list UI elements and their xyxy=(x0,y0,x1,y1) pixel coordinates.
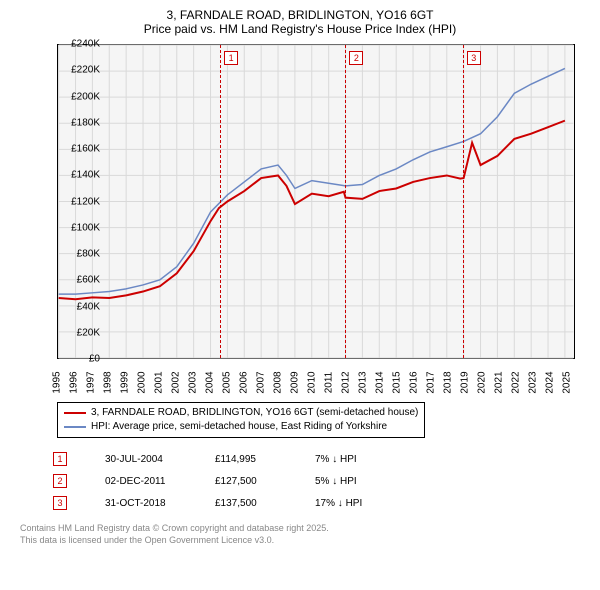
marker-box: 2 xyxy=(349,51,363,65)
chart-container: 3, FARNDALE ROAD, BRIDLINGTON, YO16 6GT … xyxy=(0,0,600,590)
marker-vline xyxy=(463,45,464,358)
x-tick-label: 2020 xyxy=(476,371,487,393)
x-tick-label: 2008 xyxy=(272,371,283,393)
marker-vline xyxy=(345,45,346,358)
plot-wrapper: 1 2 3 £0 £20K £40K £60K £80K £100K £120K £140K £16… xyxy=(15,38,580,398)
marker-box: 3 xyxy=(467,51,481,65)
plot-area: 1 2 3 xyxy=(57,44,575,359)
x-tick-label: 2007 xyxy=(255,371,266,393)
footer-line2: This data is licensed under the Open Gov… xyxy=(20,534,590,546)
sale-price: £127,500 xyxy=(215,476,315,487)
x-tick-label: 1999 xyxy=(119,371,130,393)
x-tick-label: 2018 xyxy=(442,371,453,393)
x-tick-label: 1995 xyxy=(52,371,63,393)
x-tick-label: 2015 xyxy=(391,371,402,393)
y-tick-label: £220K xyxy=(58,65,100,76)
legend-label: HPI: Average price, semi-detached house,… xyxy=(91,420,387,434)
sale-diff: 7% ↓ HPI xyxy=(315,454,415,465)
y-tick-label: £200K xyxy=(58,91,100,102)
marker-vline xyxy=(220,45,221,358)
y-tick-label: £0 xyxy=(58,354,100,365)
x-tick-label: 2000 xyxy=(136,371,147,393)
x-tick-label: 2006 xyxy=(238,371,249,393)
series-layer xyxy=(58,45,574,358)
sale-date: 31-OCT-2018 xyxy=(105,498,215,509)
legend-swatch xyxy=(64,412,86,415)
sale-row: 2 02-DEC-2011£127,5005% ↓ HPI xyxy=(53,470,590,492)
footer-line1: Contains HM Land Registry data © Crown c… xyxy=(20,522,590,534)
sales-table: 1 30-JUL-2004£114,9957% ↓ HPI 2 02-DEC-2011… xyxy=(53,448,590,514)
x-tick-label: 2019 xyxy=(459,371,470,393)
legend-item: 3, FARNDALE ROAD, BRIDLINGTON, YO16 6GT … xyxy=(64,406,418,420)
y-tick-label: £40K xyxy=(58,301,100,312)
x-tick-label: 2016 xyxy=(408,371,419,393)
x-tick-label: 2009 xyxy=(289,371,300,393)
sale-marker: 1 xyxy=(53,452,67,466)
x-tick-label: 1998 xyxy=(102,371,113,393)
sale-marker: 2 xyxy=(53,474,67,488)
x-tick-label: 2013 xyxy=(357,371,368,393)
y-tick-label: £100K xyxy=(58,222,100,233)
y-tick-label: £120K xyxy=(58,196,100,207)
y-tick-label: £180K xyxy=(58,117,100,128)
x-tick-label: 2022 xyxy=(510,371,521,393)
series-hpi xyxy=(59,68,565,294)
x-tick-label: 2005 xyxy=(221,371,232,393)
y-tick-label: £80K xyxy=(58,249,100,260)
marker-box: 1 xyxy=(224,51,238,65)
sale-diff: 5% ↓ HPI xyxy=(315,476,415,487)
x-tick-label: 2004 xyxy=(204,371,215,393)
legend: 3, FARNDALE ROAD, BRIDLINGTON, YO16 6GT … xyxy=(57,402,425,438)
x-tick-label: 2012 xyxy=(340,371,351,393)
sale-price: £114,995 xyxy=(215,454,315,465)
x-tick-label: 2010 xyxy=(306,371,317,393)
sale-date: 30-JUL-2004 xyxy=(105,454,215,465)
y-tick-label: £20K xyxy=(58,327,100,338)
y-tick-label: £140K xyxy=(58,170,100,181)
sale-diff: 17% ↓ HPI xyxy=(315,498,415,509)
legend-item: HPI: Average price, semi-detached house,… xyxy=(64,420,418,434)
series-price_paid xyxy=(59,121,565,300)
y-tick-label: £160K xyxy=(58,144,100,155)
y-tick-label: £240K xyxy=(58,39,100,50)
title-address: 3, FARNDALE ROAD, BRIDLINGTON, YO16 6GT xyxy=(10,8,590,22)
x-tick-label: 2021 xyxy=(493,371,504,393)
sale-price: £137,500 xyxy=(215,498,315,509)
x-tick-label: 2017 xyxy=(425,371,436,393)
title-subtitle: Price paid vs. HM Land Registry's House … xyxy=(10,22,590,36)
x-tick-label: 2024 xyxy=(544,371,555,393)
x-tick-label: 1996 xyxy=(68,371,79,393)
sale-date: 02-DEC-2011 xyxy=(105,476,215,487)
x-tick-label: 2002 xyxy=(170,371,181,393)
x-tick-label: 2014 xyxy=(374,371,385,393)
footer: Contains HM Land Registry data © Crown c… xyxy=(20,522,590,546)
sale-row: 1 30-JUL-2004£114,9957% ↓ HPI xyxy=(53,448,590,470)
x-tick-label: 2025 xyxy=(561,371,572,393)
x-tick-label: 1997 xyxy=(85,371,96,393)
x-tick-label: 2001 xyxy=(153,371,164,393)
x-tick-label: 2011 xyxy=(323,372,334,394)
x-tick-label: 2023 xyxy=(527,371,538,393)
x-tick-label: 2003 xyxy=(187,371,198,393)
legend-swatch xyxy=(64,426,86,428)
y-tick-label: £60K xyxy=(58,275,100,286)
title-block: 3, FARNDALE ROAD, BRIDLINGTON, YO16 6GT … xyxy=(10,8,590,36)
sale-row: 3 31-OCT-2018£137,50017% ↓ HPI xyxy=(53,492,590,514)
legend-label: 3, FARNDALE ROAD, BRIDLINGTON, YO16 6GT … xyxy=(91,406,418,420)
sale-marker: 3 xyxy=(53,496,67,510)
